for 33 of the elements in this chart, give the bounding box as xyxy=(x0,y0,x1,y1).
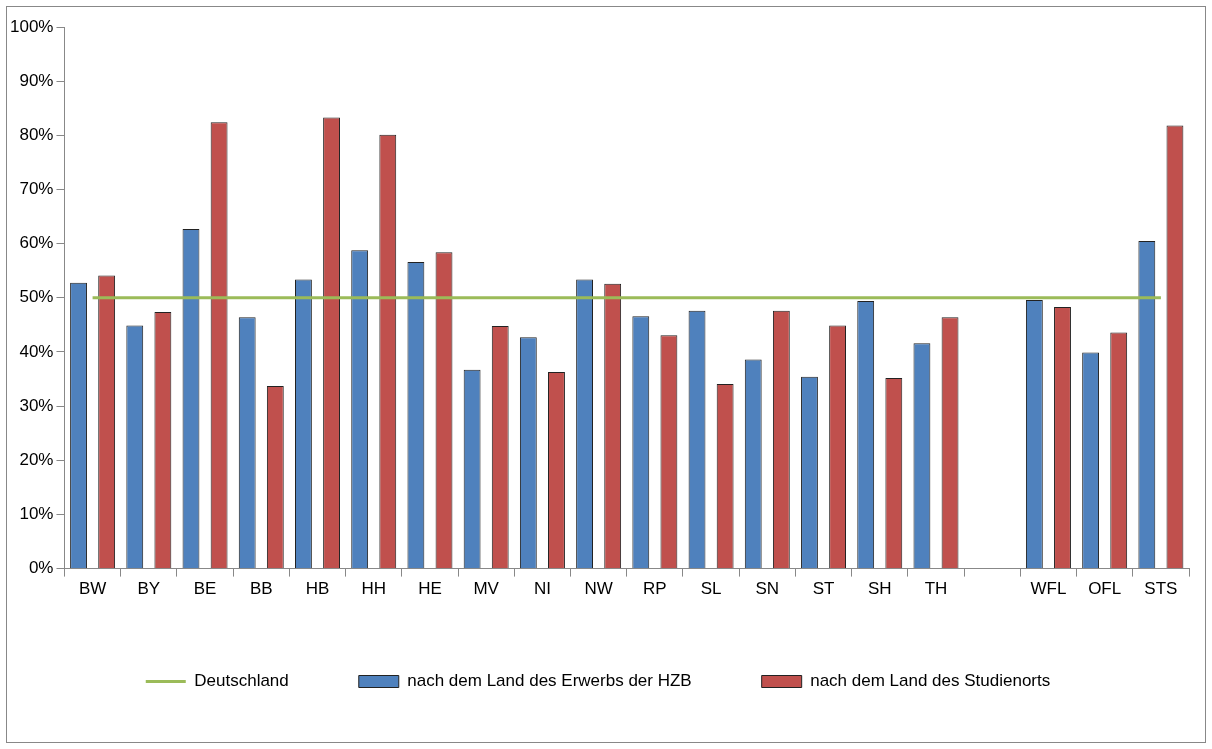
x-tick-label: BW xyxy=(78,579,107,599)
y-tick-label: 90% xyxy=(19,70,54,90)
x-tick-label: MV xyxy=(473,579,500,599)
x-tick-label: HB xyxy=(305,579,330,599)
y-tick-label: 50% xyxy=(19,287,54,307)
y-tick-label: 70% xyxy=(19,179,54,199)
y-tick-label: 30% xyxy=(19,395,54,415)
x-tick-label: SH xyxy=(867,579,892,599)
x-tick-label: WFL xyxy=(1030,579,1067,599)
x-tick-label: HH xyxy=(361,579,386,599)
x-tick-label: NI xyxy=(533,579,551,599)
x-tick-label: TH xyxy=(924,579,948,599)
x-tick-label: STS xyxy=(1144,579,1178,599)
y-tick-label: 100% xyxy=(10,16,54,36)
y-tick-label: 60% xyxy=(19,233,54,253)
x-tick-label: NW xyxy=(584,579,613,599)
x-tick-label: SN xyxy=(755,579,780,599)
x-tick-label: BY xyxy=(137,579,161,599)
x-tick-label: ST xyxy=(812,579,835,599)
y-tick-label: 0% xyxy=(28,558,54,578)
legend-label: nach dem Land des Studienorts xyxy=(810,671,1051,691)
y-tick-label: 10% xyxy=(19,504,54,524)
y-tick-label: 20% xyxy=(19,449,54,469)
x-tick-label: HE xyxy=(418,579,442,599)
x-tick-label: RP xyxy=(643,579,667,599)
x-tick-label: BE xyxy=(193,579,217,599)
x-tick-label: BB xyxy=(249,579,273,599)
legend-label: Deutschland xyxy=(194,671,289,691)
legend-label: nach dem Land des Erwerbs der HZB xyxy=(407,671,692,691)
y-tick-label: 80% xyxy=(19,125,54,145)
y-tick-label: 40% xyxy=(19,341,54,361)
x-tick-label: OFL xyxy=(1088,579,1122,599)
x-tick-label: SL xyxy=(700,579,722,599)
